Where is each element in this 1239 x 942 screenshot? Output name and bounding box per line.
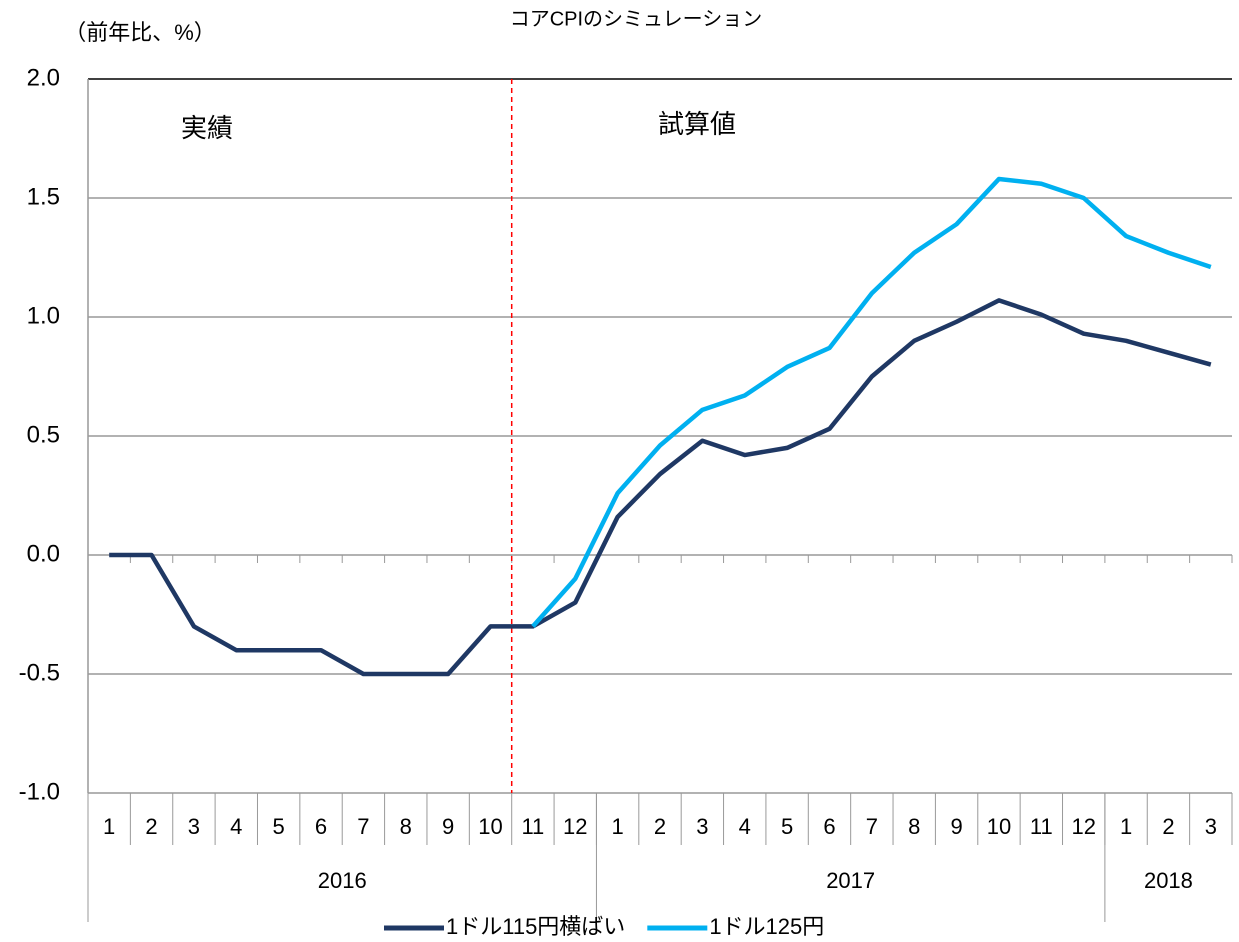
- x-tick-label: 10: [987, 814, 1011, 839]
- series-line: [109, 298, 1212, 677]
- series-line: [531, 176, 1212, 628]
- x-tick-label: 5: [273, 814, 285, 839]
- x-tick-label: 1: [612, 814, 624, 839]
- x-tick-label: 2: [1162, 814, 1174, 839]
- x-tick-label: 6: [823, 814, 835, 839]
- year-label: 2017: [826, 868, 875, 893]
- x-tick-label: 11: [521, 814, 544, 839]
- x-tick-label: 7: [866, 814, 878, 839]
- x-tick-label: 12: [1071, 814, 1095, 839]
- y-axis-label: （前年比、%）: [64, 20, 216, 45]
- y-tick-label: -0.5: [19, 659, 60, 686]
- x-tick-label: 5: [781, 814, 793, 839]
- y-tick-label: 0.0: [27, 540, 60, 567]
- y-tick-label: -1.0: [19, 778, 60, 805]
- x-tick-label: 1: [1120, 814, 1132, 839]
- x-tick-label: 1: [103, 814, 115, 839]
- annotation: 試算値: [658, 109, 736, 139]
- x-tick-label: 10: [478, 814, 502, 839]
- chart-title: コアCPIのシミュレーション: [510, 8, 763, 30]
- x-tick-label: 8: [908, 814, 920, 839]
- year-label: 2016: [318, 868, 367, 893]
- x-tick-label: 6: [315, 814, 327, 839]
- x-tick-label: 4: [230, 814, 242, 839]
- x-tick-label: 9: [442, 814, 454, 839]
- y-tick-label: 0.5: [27, 421, 60, 448]
- y-tick-label: 1.0: [27, 302, 60, 329]
- annotation: 実績: [181, 113, 233, 143]
- x-tick-label: 3: [188, 814, 200, 839]
- x-tick-label: 3: [1205, 814, 1217, 839]
- x-tick-label: 12: [563, 814, 587, 839]
- year-label: 2018: [1144, 868, 1193, 893]
- x-tick-label: 11: [1030, 814, 1053, 839]
- x-tick-label: 8: [400, 814, 412, 839]
- x-tick-label: 4: [739, 814, 751, 839]
- x-tick-label: 3: [696, 814, 708, 839]
- x-tick-label: 9: [950, 814, 962, 839]
- x-tick-label: 2: [654, 814, 666, 839]
- y-tick-label: 2.0: [27, 64, 60, 91]
- x-tick-label: 2: [145, 814, 157, 839]
- x-tick-label: 7: [357, 814, 369, 839]
- y-tick-label: 1.5: [27, 183, 60, 210]
- legend-label: 1ドル125円: [709, 914, 824, 939]
- legend-label: 1ドル115円横ばい: [446, 914, 625, 939]
